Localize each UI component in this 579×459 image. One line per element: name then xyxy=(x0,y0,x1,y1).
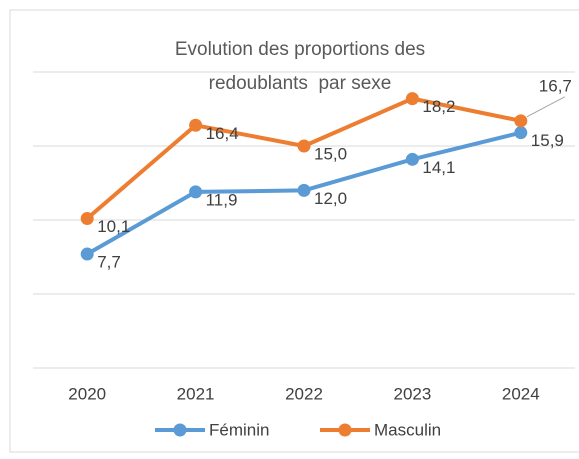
marker xyxy=(405,92,419,106)
chart-title: Evolution des proportions des xyxy=(175,39,425,60)
legend-marker xyxy=(173,423,187,437)
data-label: 14,1 xyxy=(422,158,455,177)
marker xyxy=(189,185,203,199)
x-tick-label: 2023 xyxy=(393,384,431,403)
data-label: 11,9 xyxy=(206,190,238,209)
marker xyxy=(514,126,528,140)
x-tick-label: 2024 xyxy=(502,384,540,403)
marker xyxy=(189,118,203,132)
leader-line xyxy=(526,96,566,118)
marker xyxy=(297,183,311,197)
x-tick-label: 2020 xyxy=(68,384,106,403)
legend-label: Masculin xyxy=(374,420,441,439)
marker xyxy=(80,247,94,261)
data-label: 7,7 xyxy=(97,253,121,272)
chart-title: redoublants par sexe xyxy=(209,73,392,94)
data-label: 16,7 xyxy=(539,76,572,95)
data-label: 18,2 xyxy=(422,97,455,116)
data-label: 15,9 xyxy=(531,131,564,150)
legend-label: Féminin xyxy=(209,420,269,439)
data-label: 12,0 xyxy=(314,189,347,208)
marker xyxy=(514,114,528,128)
data-label: 16,4 xyxy=(206,124,239,143)
chart-border xyxy=(9,9,579,453)
marker xyxy=(297,139,311,153)
x-tick-label: 2021 xyxy=(177,384,215,403)
marker xyxy=(80,212,94,226)
data-label: 15,0 xyxy=(314,144,347,163)
x-tick-label: 2022 xyxy=(285,384,323,403)
legend-marker xyxy=(338,423,352,437)
marker xyxy=(405,152,419,166)
data-label: 10,1 xyxy=(97,217,130,236)
